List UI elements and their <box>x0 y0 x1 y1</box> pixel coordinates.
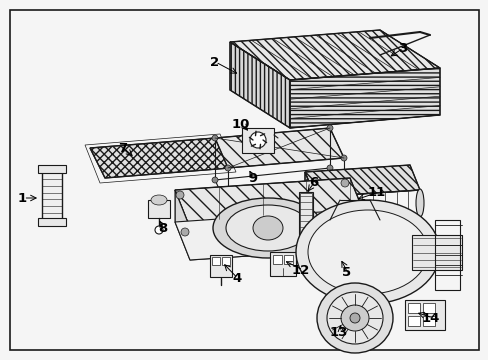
Ellipse shape <box>340 195 346 201</box>
Bar <box>411 235 461 270</box>
Ellipse shape <box>176 191 183 199</box>
Bar <box>422 303 434 313</box>
Text: 7: 7 <box>118 141 127 154</box>
Text: 6: 6 <box>308 175 318 189</box>
Bar <box>407 316 419 326</box>
Bar <box>284 255 292 264</box>
Ellipse shape <box>349 313 359 323</box>
Bar <box>42 168 62 223</box>
Text: 13: 13 <box>329 325 347 338</box>
Polygon shape <box>190 215 364 260</box>
Ellipse shape <box>340 155 346 161</box>
Polygon shape <box>175 178 364 228</box>
Ellipse shape <box>252 216 283 240</box>
Text: 4: 4 <box>231 271 241 284</box>
Ellipse shape <box>310 197 318 225</box>
Ellipse shape <box>181 228 189 236</box>
Bar <box>222 257 229 265</box>
Text: 2: 2 <box>209 55 219 68</box>
Ellipse shape <box>415 189 423 217</box>
Polygon shape <box>305 172 314 225</box>
Text: 10: 10 <box>231 118 250 131</box>
Ellipse shape <box>224 165 230 171</box>
Ellipse shape <box>326 165 332 171</box>
Text: 5: 5 <box>341 266 350 279</box>
Bar <box>148 200 170 218</box>
Ellipse shape <box>340 179 348 187</box>
Ellipse shape <box>212 135 218 141</box>
Text: 8: 8 <box>158 221 167 234</box>
Ellipse shape <box>326 292 382 344</box>
Bar <box>212 257 220 265</box>
Bar <box>209 255 231 277</box>
Bar <box>38 165 66 173</box>
Text: 3: 3 <box>397 41 407 54</box>
Ellipse shape <box>212 177 218 183</box>
Ellipse shape <box>151 195 167 205</box>
Bar <box>299 193 311 243</box>
Text: 14: 14 <box>421 311 440 324</box>
Ellipse shape <box>326 125 332 131</box>
Polygon shape <box>305 165 419 197</box>
Bar <box>298 192 312 244</box>
Bar <box>38 218 66 226</box>
Polygon shape <box>175 190 190 260</box>
Text: 11: 11 <box>367 185 386 198</box>
Text: 1: 1 <box>18 192 27 204</box>
Ellipse shape <box>295 200 439 304</box>
Ellipse shape <box>307 210 427 294</box>
Bar <box>272 255 282 264</box>
Polygon shape <box>229 30 439 80</box>
Bar <box>242 128 273 153</box>
Ellipse shape <box>225 205 309 251</box>
Ellipse shape <box>249 132 265 148</box>
Bar <box>404 300 444 330</box>
Ellipse shape <box>355 216 363 224</box>
Bar <box>422 316 434 326</box>
Ellipse shape <box>224 205 230 211</box>
Bar <box>407 303 419 313</box>
Polygon shape <box>175 210 364 260</box>
Polygon shape <box>229 42 289 128</box>
Polygon shape <box>90 138 229 178</box>
Text: 9: 9 <box>247 171 257 184</box>
Ellipse shape <box>155 226 163 234</box>
Polygon shape <box>289 68 439 128</box>
Bar <box>269 252 295 276</box>
Text: 12: 12 <box>291 264 309 276</box>
Ellipse shape <box>316 283 392 353</box>
Ellipse shape <box>213 198 323 258</box>
Polygon shape <box>215 128 343 168</box>
Ellipse shape <box>340 305 368 331</box>
